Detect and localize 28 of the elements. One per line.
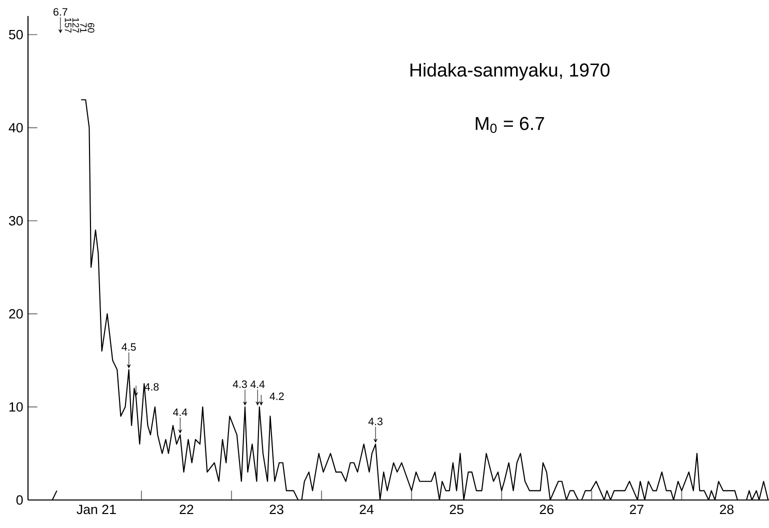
annotation: 4.5 xyxy=(122,343,136,351)
y-tick-label: 20 xyxy=(9,309,23,319)
x-tick-label: 24 xyxy=(360,504,374,514)
annotation: 4.8 xyxy=(144,383,159,391)
annotation: 157 xyxy=(64,18,72,33)
x-tick-label: 28 xyxy=(720,504,734,514)
y-tick-label: 50 xyxy=(9,30,23,40)
annotation: 4.2 xyxy=(270,392,284,400)
annotation: 71 xyxy=(80,23,87,33)
x-tick-label: 22 xyxy=(180,504,194,514)
annotation: 60 xyxy=(88,23,94,33)
annotation: 4.3 xyxy=(368,418,382,426)
y-tick-label: 30 xyxy=(8,216,23,226)
x-tick-label: Jan 21 xyxy=(76,504,116,514)
text: Hidaka-sanmyaku, 1970 xyxy=(410,62,610,80)
text: M$_{0}$ = 6.7 xyxy=(476,116,544,133)
annotation: 4.3 xyxy=(232,380,247,388)
x-tick-label: 25 xyxy=(450,504,464,514)
annotation: 4.4 xyxy=(173,408,188,416)
y-tick-label: 0 xyxy=(16,495,23,505)
x-tick-label: 27 xyxy=(630,504,644,514)
y-tick-label: 10 xyxy=(9,402,23,412)
x-tick-label: 26 xyxy=(540,504,554,514)
x-tick-label: 23 xyxy=(270,504,284,514)
annotation: 4.4 xyxy=(250,380,265,388)
text: 6.7 xyxy=(54,8,68,16)
y-tick-label: 40 xyxy=(8,122,23,132)
annotation: 127 xyxy=(72,18,79,33)
